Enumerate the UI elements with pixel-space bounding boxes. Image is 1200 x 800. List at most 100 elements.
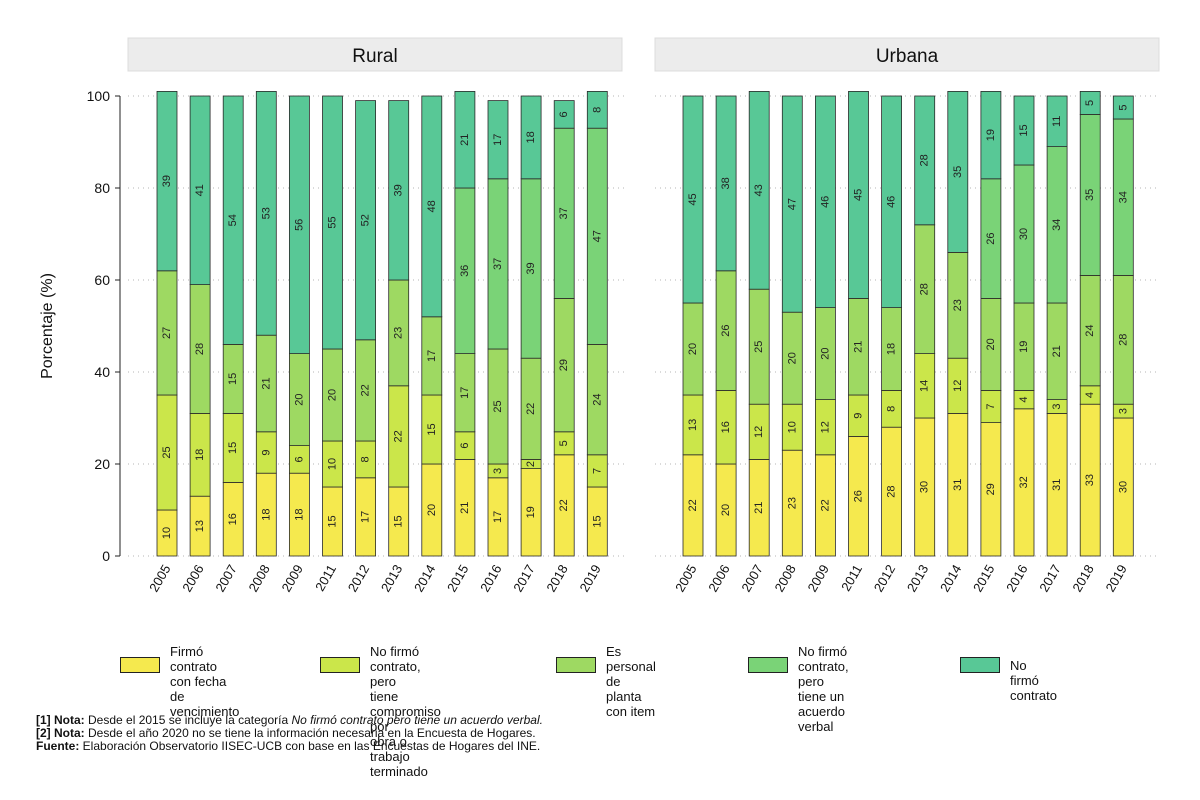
data-label: 12	[753, 426, 765, 438]
data-label: 14	[919, 380, 931, 392]
data-label: 10	[786, 421, 798, 433]
data-label: 18	[525, 131, 537, 143]
data-label: 22	[819, 499, 831, 511]
data-label: 15	[1018, 124, 1030, 136]
note-1: [1] Nota: Desde el 2015 se incluye la ca…	[36, 713, 543, 727]
data-label: 43	[753, 184, 765, 196]
data-label: 35	[1084, 189, 1096, 201]
y-tick-label: 40	[94, 364, 110, 380]
data-label: 3	[492, 468, 504, 474]
source-note: Fuente: Elaboración Observatorio IISEC-U…	[36, 739, 541, 753]
data-label: 10	[327, 458, 339, 470]
data-label: 28	[194, 343, 206, 355]
data-label: 23	[393, 327, 405, 339]
x-tick-label: 2014	[411, 562, 438, 595]
data-label: 15	[393, 515, 405, 527]
y-tick-label: 0	[102, 548, 110, 564]
legend-swatch	[748, 657, 788, 673]
data-label: 18	[194, 449, 206, 461]
data-label: 38	[720, 177, 732, 189]
data-label: 32	[1018, 476, 1030, 488]
x-tick-label: 2009	[805, 562, 832, 595]
x-tick-label: 2012	[345, 562, 372, 595]
data-label: 56	[293, 219, 305, 231]
panel-header	[654, 37, 1160, 72]
data-label: 25	[161, 446, 173, 458]
data-label: 31	[1051, 479, 1063, 491]
data-label: 36	[459, 265, 471, 277]
x-tick-label: 2008	[771, 562, 798, 595]
data-label: 21	[1051, 345, 1063, 357]
bar-segment	[682, 95, 704, 304]
data-label: 3	[1117, 408, 1129, 414]
bar-segment	[947, 91, 969, 253]
data-label: 20	[985, 338, 997, 350]
data-label: 10	[161, 527, 173, 539]
bar-segment	[288, 95, 310, 355]
x-tick-label: 2011	[838, 562, 865, 594]
data-label: 34	[1117, 191, 1129, 203]
legend-swatch	[320, 657, 360, 673]
data-label: 47	[786, 198, 798, 210]
data-label: 16	[227, 513, 239, 525]
data-label: 16	[720, 421, 732, 433]
y-tick-label: 20	[94, 456, 110, 472]
data-label: 15	[227, 442, 239, 454]
data-label: 29	[985, 483, 997, 495]
data-label: 29	[558, 359, 570, 371]
data-label: 13	[687, 419, 699, 431]
panel-header	[127, 37, 623, 72]
x-tick-label: 2012	[871, 562, 898, 595]
data-label: 8	[886, 406, 898, 412]
bar-segment	[815, 95, 836, 309]
data-label: 46	[886, 196, 898, 208]
bar-segment	[520, 95, 542, 180]
data-label: 47	[591, 230, 603, 242]
bar-segment	[222, 95, 244, 345]
x-tick-label: 2016	[477, 562, 504, 595]
data-label: 17	[426, 350, 438, 362]
data-label: 26	[853, 490, 865, 502]
bar-segment	[748, 91, 770, 290]
data-label: 20	[687, 343, 699, 355]
data-label: 41	[194, 184, 206, 196]
data-label: 6	[558, 111, 570, 117]
data-label: 22	[393, 430, 405, 442]
data-label: 53	[260, 207, 272, 219]
panel-title: Urbana	[876, 46, 939, 67]
bar-segment	[781, 95, 803, 313]
data-label: 26	[720, 324, 732, 336]
data-label: 48	[426, 200, 438, 212]
bar-segment	[881, 95, 902, 309]
x-tick-label: 2015	[444, 562, 471, 595]
x-tick-label: 2016	[1003, 562, 1030, 595]
data-label: 28	[1117, 334, 1129, 346]
x-tick-label: 2006	[705, 562, 732, 595]
data-label: 24	[1084, 324, 1096, 336]
legend-label: No firmó contrato, pero tiene compromiso…	[370, 644, 441, 779]
data-label: 54	[227, 214, 239, 226]
data-label: 30	[1018, 228, 1030, 240]
data-label: 22	[360, 384, 372, 396]
data-label: 20	[327, 389, 339, 401]
data-label: 45	[853, 189, 865, 201]
x-tick-label: 2005	[146, 562, 173, 595]
data-label: 15	[591, 515, 603, 527]
data-label: 12	[952, 380, 964, 392]
legend-label: Es personal de planta con item	[606, 644, 656, 719]
data-label: 28	[919, 283, 931, 295]
data-label: 20	[786, 352, 798, 364]
data-label: 4	[1018, 397, 1030, 403]
x-tick-label: 2011	[312, 562, 339, 594]
legend-swatch	[120, 657, 160, 673]
legend-label: No firmó contrato, pero tiene un acuerdo…	[798, 644, 849, 734]
data-label: 34	[1051, 219, 1063, 231]
data-label: 22	[525, 403, 537, 415]
bar-segment	[255, 91, 277, 336]
bar-segment	[914, 95, 936, 226]
data-label: 46	[819, 196, 831, 208]
data-label: 25	[753, 341, 765, 353]
data-label: 52	[360, 214, 372, 226]
bar-segment	[980, 91, 1002, 180]
data-label: 21	[853, 341, 865, 353]
